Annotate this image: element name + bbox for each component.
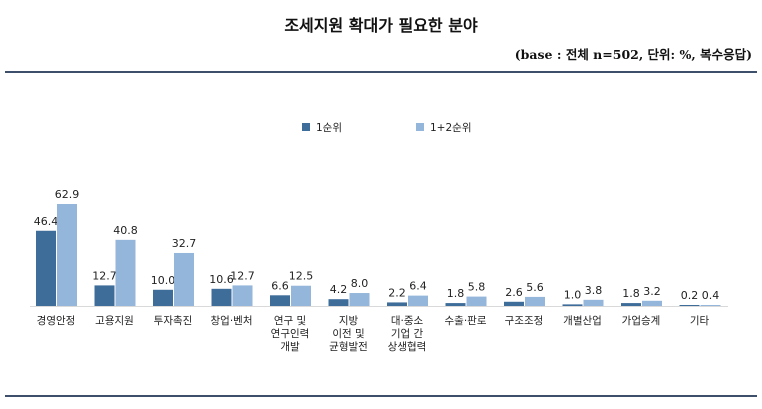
category-label-line: 개발 (280, 341, 300, 353)
value-label-series1-1: 12.7 (92, 269, 117, 282)
bar-series1-4 (270, 295, 290, 306)
bar-series2-10 (642, 300, 662, 306)
category-label-9: 개별산업 (563, 314, 602, 327)
value-label-series1-0: 46.4 (34, 215, 59, 228)
value-label-series2-7: 5.8 (468, 281, 486, 294)
value-label-series2-9: 3.8 (585, 284, 603, 297)
bar-series2-2 (174, 252, 194, 306)
category-label-line: 연구인력 (271, 328, 310, 340)
legend-label-1: 1순위 (316, 121, 342, 134)
bar-series2-11 (700, 305, 721, 306)
bar-series2-3 (232, 285, 253, 306)
category-label-line: 개별산업 (563, 314, 602, 327)
category-label-3: 창업·벤처 (211, 314, 253, 327)
category-label-line: 창업·벤처 (211, 314, 253, 327)
bar-series1-9 (562, 304, 583, 306)
value-label-series1-8: 2.6 (505, 286, 523, 299)
value-label-series2-1: 40.8 (113, 224, 138, 237)
value-label-series2-8: 5.6 (526, 281, 544, 294)
value-label-series1-9: 1.0 (564, 288, 582, 301)
category-label-1: 고용지원 (95, 315, 134, 327)
category-label-5: 지방 이전 및 균형발전 (329, 315, 368, 353)
category-label-line: 기타 (690, 315, 710, 327)
category-label-line: 상생협력 (388, 340, 427, 353)
category-label-line: 수출·판로 (445, 315, 487, 327)
category-label-line: 고용지원 (95, 315, 134, 327)
bar-series2-9 (583, 299, 604, 306)
value-label-series1-2: 10.0 (151, 274, 176, 287)
value-label-series2-2: 32.7 (172, 237, 197, 250)
category-label-7: 수출·판로 (445, 315, 487, 327)
value-label-series2-0: 62.9 (55, 188, 80, 201)
bar-series1-1 (94, 285, 115, 306)
bar-series1-7 (445, 303, 466, 306)
bar-series1-0 (36, 230, 56, 306)
legend-swatch-1 (302, 123, 310, 131)
bar-series2-0 (57, 204, 77, 306)
legend-swatch-2 (416, 123, 424, 131)
category-label-line: 균형발전 (329, 341, 368, 353)
value-label-series2-11: 0.4 (702, 289, 720, 302)
bar-series2-7 (466, 296, 487, 306)
bar-series1-8 (504, 301, 524, 306)
bottom-divider (5, 395, 757, 397)
chart-subtitle: (base : 전체 n=502, 단위: %, 복수응답) (514, 47, 752, 62)
value-label-series2-3: 12.7 (230, 269, 255, 282)
category-label-line: 구조조정 (505, 315, 544, 327)
bar-series2-8 (525, 296, 545, 306)
category-label-11: 기타 (690, 315, 710, 327)
value-label-series1-3: 10.6 (209, 273, 234, 286)
bar-series2-5 (349, 293, 370, 306)
bar-series2-1 (115, 239, 136, 306)
bar-series2-4 (291, 285, 311, 306)
category-label-4: 연구 및 연구인력 개발 (271, 315, 310, 353)
bar-series1-2 (153, 289, 173, 306)
category-label-0: 경영안정 (37, 314, 76, 327)
value-label-series1-7: 1.8 (447, 287, 465, 300)
top-divider (5, 71, 757, 73)
chart-title: 조세지원 확대가 필요한 분야 (284, 16, 478, 35)
value-label-series2-6: 6.4 (409, 280, 427, 293)
legend-label-2: 1+2순위 (430, 121, 471, 134)
value-label-series1-5: 4.2 (330, 283, 348, 296)
category-label-line: 지방 (339, 315, 359, 327)
category-label-6: 대·중소 기업 간 상생협력 (388, 315, 427, 353)
category-label-line: 기업 간 (391, 327, 424, 340)
bar-series2-6 (408, 295, 428, 306)
category-label-line: 가업승계 (622, 314, 661, 327)
category-label-line: 대·중소 (391, 315, 424, 327)
value-label-series2-4: 12.5 (289, 270, 314, 283)
category-label-8: 구조조정 (505, 315, 544, 327)
value-label-series2-5: 8.0 (351, 277, 369, 290)
bar-series1-10 (621, 303, 641, 306)
category-label-line: 투자촉진 (154, 315, 193, 327)
value-label-series1-4: 6.6 (271, 279, 289, 292)
category-label-line: 경영안정 (37, 314, 76, 327)
value-label-series2-10: 3.2 (643, 285, 661, 298)
category-label-line: 이전 및 (332, 328, 364, 340)
category-label-line: 연구 및 (274, 315, 306, 327)
bar-series1-5 (328, 299, 349, 306)
value-label-series1-6: 2.2 (388, 286, 406, 299)
value-label-series1-11: 0.2 (681, 289, 699, 302)
category-label-10: 가업승계 (622, 314, 661, 327)
bar-series1-6 (387, 302, 407, 306)
bar-series1-3 (211, 288, 232, 306)
bar-series1-11 (679, 305, 700, 306)
value-label-series1-10: 1.8 (622, 287, 640, 300)
category-label-2: 투자촉진 (154, 315, 193, 327)
